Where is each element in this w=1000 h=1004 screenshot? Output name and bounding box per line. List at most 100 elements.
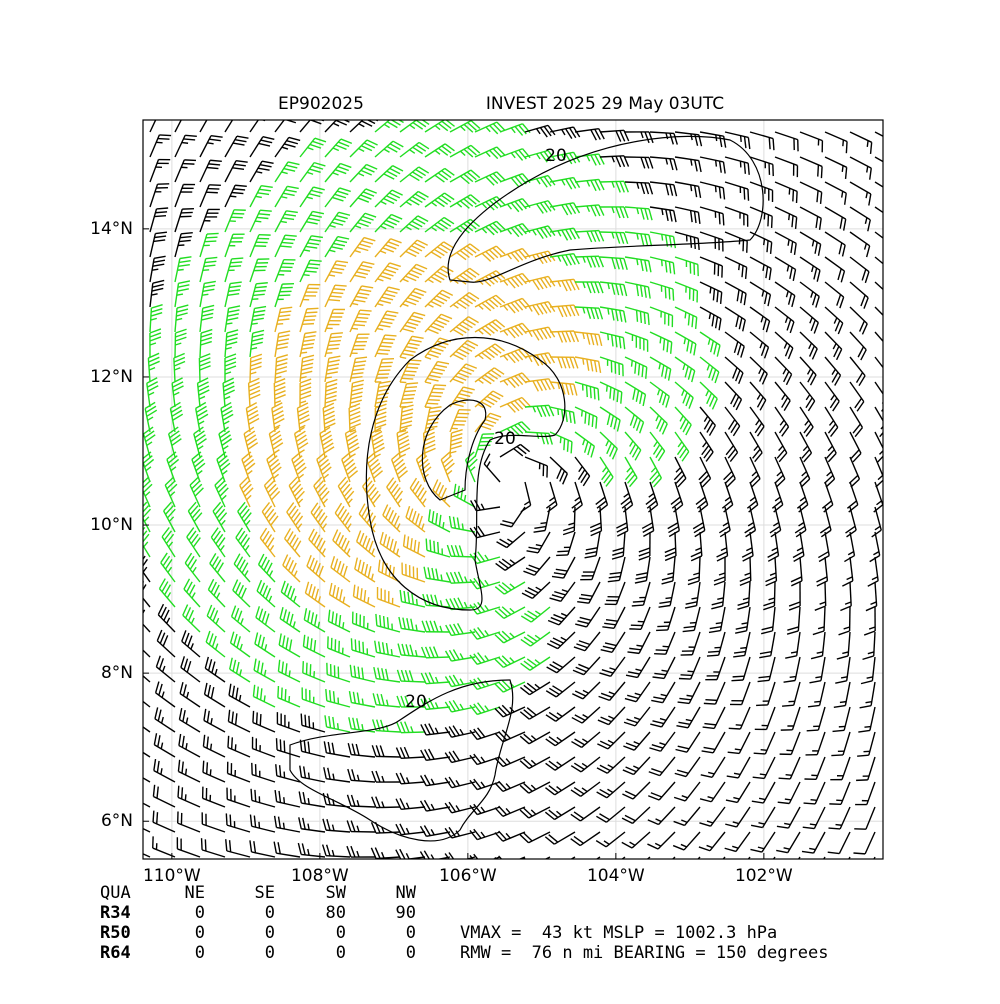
barb-feather [594,388,595,400]
barb-feather [716,623,722,624]
barb-feather [719,213,720,225]
barb-feather [434,385,446,386]
barb-feather [690,623,696,624]
barb-feather [617,390,618,402]
barb-feather [866,702,872,703]
barb-feather [761,750,767,751]
barb-feather [332,292,344,293]
barb-feather [343,622,344,628]
barb-feather [779,778,791,779]
barb-feather [406,367,418,368]
barb-feather [303,320,315,321]
barb-feather [840,702,846,703]
barb-feather [754,753,766,754]
barb-feather [309,716,310,728]
barb-feather [731,680,743,681]
barb-feather [773,139,774,151]
barb-feather [184,160,196,161]
barb-feather [355,639,356,651]
barb-feather [741,136,742,142]
barb-feather [785,799,791,800]
barb-feather [306,312,318,313]
barb-feather [632,605,644,606]
barb-feather [328,300,340,301]
barb-feather [679,678,691,679]
barb-feather [352,328,358,329]
barb-feather [277,324,283,325]
barb-feather [257,712,258,724]
barb-feather [408,364,420,365]
barb-feather [769,137,770,149]
barb-feather [253,711,254,723]
barb-feather [202,838,203,850]
barb-feather [748,189,749,201]
barb-feather [669,288,670,300]
barb-feather [831,755,843,756]
barb-feather [564,438,565,450]
barb-feather [723,214,724,226]
barb-feather [351,638,352,650]
barb-feather [540,523,546,524]
barb-feather [438,542,439,554]
barb-feather [404,391,416,392]
barb-feather [665,598,671,599]
barb-feather [226,813,227,825]
barb-feather [843,140,844,146]
barb-feather [284,741,285,753]
barb-feather [864,727,870,728]
barb-feather [733,676,745,677]
barb-feather [208,189,220,190]
barb-feather [235,744,236,750]
barb-feather [610,387,611,399]
barb-feather [427,403,439,404]
title-right: INVEST 2025 29 May 03UTC [486,94,724,114]
barb-feather [583,358,584,364]
barb-feather [736,725,742,726]
barb-feather [232,737,233,749]
barb-feather [376,614,377,626]
barb-feather [557,551,569,552]
barb-feather [230,196,236,197]
barb-feather [360,310,372,311]
barb-feather [433,389,445,390]
barb-feather [229,266,241,267]
barb-feather [305,715,306,727]
barb-feather [607,385,608,391]
barb-feather [159,135,171,136]
barb-feather [391,649,392,655]
barb-feather [428,400,440,401]
barb-feather [301,352,307,353]
barb-feather [587,385,588,397]
barb-feather [590,386,591,398]
barb-feather [768,215,769,227]
barb-feather [793,190,794,202]
barb-feather [434,541,435,553]
barb-feather [760,774,766,775]
barb-feather [589,414,590,426]
barb-feather [846,141,847,153]
barb-feather [305,271,317,272]
barb-feather [401,402,413,403]
barb-feather [637,310,638,322]
barb-feather [252,323,258,324]
barb-feather [207,233,219,234]
barb-feather [202,294,208,295]
barb-feather [567,440,568,452]
barb-feather [283,239,295,240]
barb-feather [756,705,768,706]
barb-feather [153,811,154,823]
barb-feather [810,824,816,825]
barb-feather [782,705,794,706]
barb-feather [355,321,367,322]
barb-feather [206,192,218,193]
barb-feather [338,723,339,729]
barb-feather [259,822,260,828]
barb-feather [277,738,278,750]
barb-feather [856,780,868,781]
barb-feather [211,744,212,750]
barb-feather [786,775,792,776]
barb-feather [405,371,417,372]
barb-feather [289,670,290,676]
barb-feather [285,235,297,236]
barb-feather [558,409,559,415]
